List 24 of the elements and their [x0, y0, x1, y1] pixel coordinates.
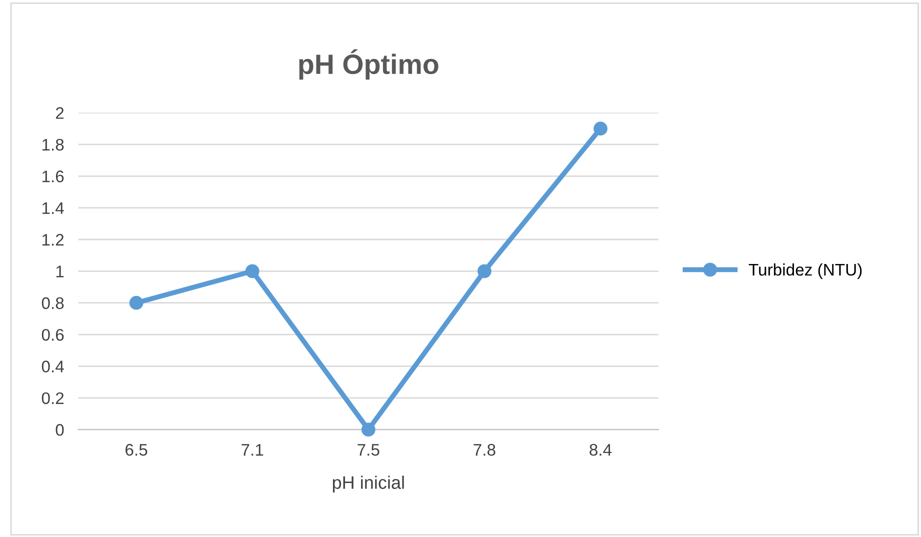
y-tick-label: 0 — [56, 424, 64, 436]
y-tick-label: 0.2 — [42, 392, 64, 404]
point — [594, 122, 608, 136]
y-tick-label: 1.4 — [42, 202, 64, 214]
x-tick-label: 7.1 — [242, 444, 264, 456]
y-tick-label: 1.8 — [42, 138, 64, 151]
y-tick-label: 0.4 — [42, 360, 64, 372]
point — [478, 264, 492, 278]
y-tick-label: 0.6 — [42, 328, 64, 341]
legend-label: Turbidez (NTU) — [748, 263, 862, 279]
x-tick-label: 7.5 — [358, 444, 380, 456]
y-tick-label: 1.2 — [42, 234, 64, 246]
y-tick-label: 2 — [56, 107, 64, 119]
x-tick-label: 7.8 — [474, 444, 496, 456]
y-tick-label: 1 — [56, 266, 64, 278]
y-tick-label: 0.8 — [42, 297, 64, 310]
point — [129, 296, 144, 310]
y-tick-label: 1.6 — [42, 170, 64, 182]
x-tick-label: 6.5 — [126, 444, 148, 456]
chart-title: pH Óptimo — [299, 49, 438, 80]
point — [361, 422, 376, 437]
x-tick-label: 8.4 — [590, 444, 612, 456]
point — [245, 264, 260, 278]
x-axis-title: pH inicial — [332, 476, 404, 493]
